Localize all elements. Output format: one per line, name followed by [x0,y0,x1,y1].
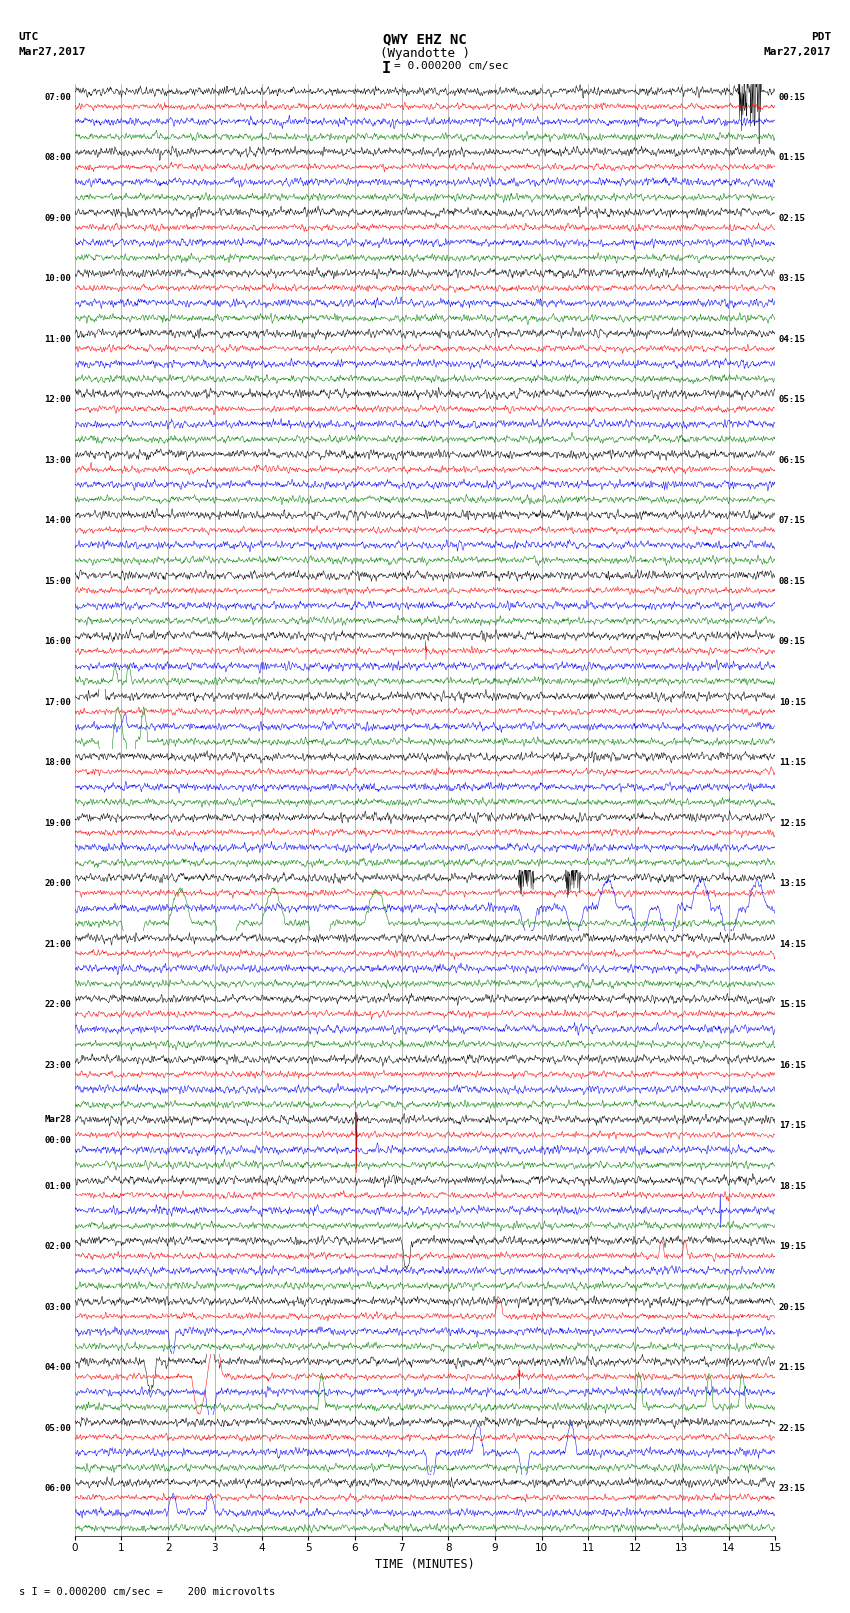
Text: 12:00: 12:00 [44,395,71,405]
Text: 20:15: 20:15 [779,1303,806,1311]
Text: 05:15: 05:15 [779,395,806,405]
Text: 00:15: 00:15 [779,94,806,102]
Text: 01:15: 01:15 [779,153,806,163]
Text: 15:15: 15:15 [779,1000,806,1010]
Text: 09:15: 09:15 [779,637,806,647]
Text: 19:15: 19:15 [779,1242,806,1252]
Text: 02:15: 02:15 [779,215,806,223]
Text: 23:15: 23:15 [779,1484,806,1494]
Text: 23:00: 23:00 [44,1061,71,1069]
Text: 00:00: 00:00 [44,1136,71,1145]
Text: = 0.000200 cm/sec: = 0.000200 cm/sec [394,61,508,71]
Text: 03:00: 03:00 [44,1303,71,1311]
Text: 16:00: 16:00 [44,637,71,647]
Text: 03:15: 03:15 [779,274,806,284]
Text: 15:00: 15:00 [44,577,71,586]
Text: 11:00: 11:00 [44,336,71,344]
Text: 13:15: 13:15 [779,879,806,889]
Text: 10:00: 10:00 [44,274,71,284]
Text: 17:00: 17:00 [44,698,71,706]
Text: 18:00: 18:00 [44,758,71,768]
Text: 09:00: 09:00 [44,215,71,223]
Text: 22:15: 22:15 [779,1424,806,1432]
Text: 07:15: 07:15 [779,516,806,526]
Text: 14:15: 14:15 [779,940,806,948]
Text: UTC: UTC [19,32,39,42]
Text: 06:00: 06:00 [44,1484,71,1494]
Text: 11:15: 11:15 [779,758,806,768]
Text: 13:00: 13:00 [44,456,71,465]
Text: 16:15: 16:15 [779,1061,806,1069]
Text: I: I [382,61,391,76]
Text: 17:15: 17:15 [779,1121,806,1131]
Text: 19:00: 19:00 [44,819,71,827]
Text: (Wyandotte ): (Wyandotte ) [380,47,470,60]
Text: s I = 0.000200 cm/sec =    200 microvolts: s I = 0.000200 cm/sec = 200 microvolts [19,1587,275,1597]
Text: 04:00: 04:00 [44,1363,71,1373]
Text: 06:15: 06:15 [779,456,806,465]
Text: 20:00: 20:00 [44,879,71,889]
Text: 21:15: 21:15 [779,1363,806,1373]
Text: 05:00: 05:00 [44,1424,71,1432]
Text: 22:00: 22:00 [44,1000,71,1010]
Text: Mar27,2017: Mar27,2017 [19,47,86,56]
Text: 14:00: 14:00 [44,516,71,526]
Text: 12:15: 12:15 [779,819,806,827]
Text: 01:00: 01:00 [44,1182,71,1190]
Text: 10:15: 10:15 [779,698,806,706]
Text: Mar28: Mar28 [44,1115,71,1124]
X-axis label: TIME (MINUTES): TIME (MINUTES) [375,1558,475,1571]
Text: 08:15: 08:15 [779,577,806,586]
Text: PDT: PDT [811,32,831,42]
Text: 04:15: 04:15 [779,336,806,344]
Text: 02:00: 02:00 [44,1242,71,1252]
Text: 21:00: 21:00 [44,940,71,948]
Text: Mar27,2017: Mar27,2017 [764,47,831,56]
Text: 08:00: 08:00 [44,153,71,163]
Text: QWY EHZ NC: QWY EHZ NC [383,32,467,47]
Text: 18:15: 18:15 [779,1182,806,1190]
Text: 07:00: 07:00 [44,94,71,102]
